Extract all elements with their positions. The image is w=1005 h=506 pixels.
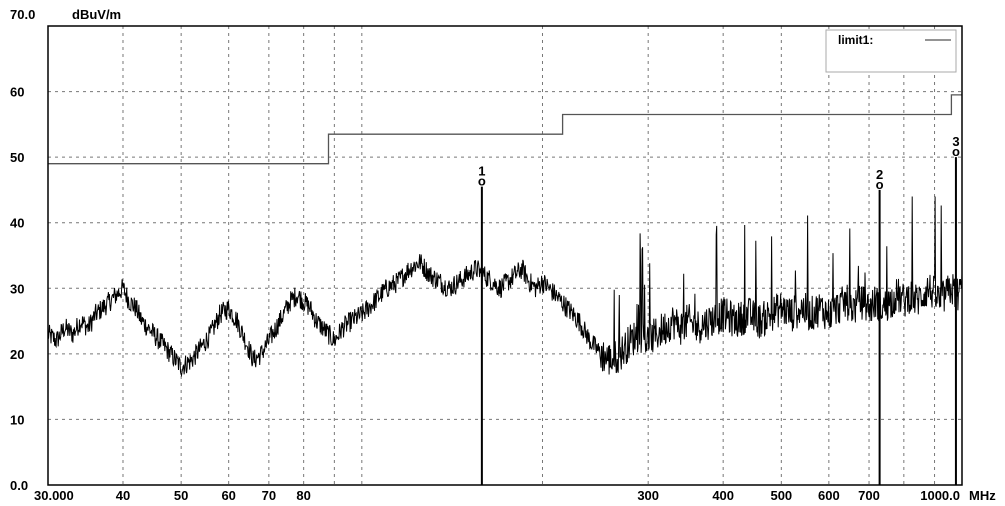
x-tick-label: 400 [712, 488, 734, 503]
x-tick-label: 40 [116, 488, 130, 503]
x-tick-label: 30.000 [34, 488, 74, 503]
marker-2-symbol: o [876, 177, 884, 192]
x-tick-label: 600 [818, 488, 840, 503]
x-tick-label: 50 [174, 488, 188, 503]
y-tick-label: 70.0 [10, 7, 35, 22]
marker-2-label: 2 [876, 167, 883, 182]
marker-1-symbol: o [478, 174, 486, 189]
legend-box [825, 29, 957, 73]
y-tick-label: 50 [10, 150, 24, 165]
marker-3-label: 3 [952, 134, 959, 149]
y-tick-label: 60 [10, 85, 24, 100]
series-limit1-line [48, 94, 962, 165]
series-measurement-line [47, 196, 963, 378]
x-tick-label: 80 [296, 488, 310, 503]
grid-layer [48, 26, 962, 485]
plot-frame [47, 25, 963, 486]
axis-layer: 0.0 10 20 30 40 50 60 70.0 30.000 40 50 60 70 80 300 40… [10, 7, 960, 503]
x-tick-label: 1000.0 [920, 488, 960, 503]
x-tick-label: 700 [858, 488, 880, 503]
marker-3-symbol: o [952, 144, 960, 159]
x-tick-label: 60 [221, 488, 235, 503]
y-tick-label: 10 [10, 412, 24, 427]
y-tick-label: 30 [10, 281, 24, 296]
x-tick-label: 500 [770, 488, 792, 503]
legend-label-limit1: limit1: [838, 33, 873, 47]
x-tick-label: 70 [262, 488, 276, 503]
y-tick-label: 40 [10, 216, 24, 231]
y-tick-label: 20 [10, 347, 24, 362]
y-tick-label: 0.0 [10, 478, 28, 493]
series-layer [47, 94, 963, 378]
x-tick-label: 300 [637, 488, 659, 503]
marker-1-label: 1 [478, 164, 485, 179]
y-axis-label: dBuV/m [72, 7, 121, 22]
x-axis-unit: MHz [969, 488, 996, 503]
legend: limit1: [825, 29, 957, 73]
